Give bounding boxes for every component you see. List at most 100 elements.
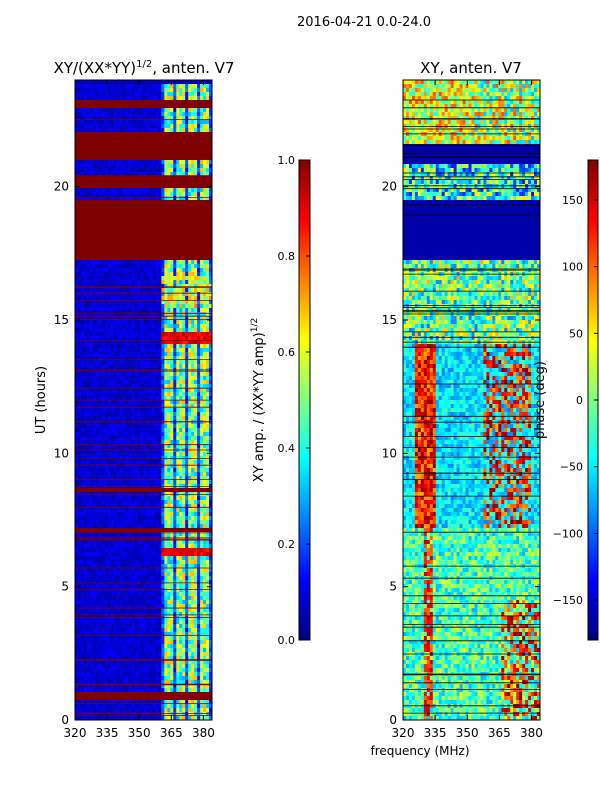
heatmap-cell	[83, 396, 88, 401]
heatmap-cell	[134, 184, 138, 189]
heatmap-cell	[137, 204, 141, 209]
heatmap-cell	[167, 324, 171, 329]
heatmap-cell	[185, 412, 189, 417]
heatmap-cell	[107, 192, 112, 197]
heatmap-cell	[125, 100, 130, 105]
heatmap-cell	[155, 384, 159, 389]
heatmap-cell	[95, 412, 100, 417]
heatmap-cell	[134, 124, 138, 129]
heatmap-cell	[95, 100, 100, 105]
heatmap-cell	[164, 176, 168, 181]
heatmap-cell	[77, 320, 82, 325]
heatmap-cell	[173, 252, 177, 257]
heatmap-cell	[128, 100, 132, 105]
heatmap-cell	[101, 116, 106, 121]
heatmap-cell	[161, 404, 165, 409]
heatmap-cell	[167, 480, 171, 485]
heatmap-cell	[203, 332, 207, 337]
heatmap-cell	[104, 304, 109, 309]
heatmap-cell	[161, 360, 165, 365]
heatmap-cell	[140, 428, 144, 433]
heatmap-cell	[149, 256, 153, 261]
heatmap-cell	[98, 280, 103, 285]
heatmap-cell	[170, 416, 174, 421]
heatmap-cell	[125, 272, 130, 277]
heatmap-cell	[104, 100, 109, 105]
heatmap-cell	[86, 128, 91, 133]
heatmap-cell	[179, 320, 183, 325]
heatmap-cell	[131, 220, 135, 225]
heatmap-cell	[164, 396, 168, 401]
heatmap-cell	[203, 424, 207, 429]
heatmap-cell	[89, 352, 94, 357]
heatmap-cell	[75, 204, 79, 209]
heatmap-cell	[122, 268, 127, 273]
heatmap-cell	[104, 508, 109, 513]
heatmap-cell	[107, 264, 112, 269]
heatmap-cell	[104, 184, 109, 189]
heatmap-cell	[116, 384, 121, 389]
heatmap-cell	[152, 196, 156, 201]
heatmap-cell	[197, 212, 201, 217]
heatmap-cell	[80, 316, 85, 321]
heatmap-cell	[155, 352, 159, 357]
heatmap-cell	[131, 364, 135, 369]
heatmap-cell	[170, 252, 174, 257]
heatmap-cell	[104, 164, 109, 169]
heatmap-cell	[203, 388, 207, 393]
heatmap-cell	[107, 412, 112, 417]
heatmap-cell	[164, 244, 168, 249]
heatmap-cell	[182, 144, 186, 149]
heatmap-cell	[122, 400, 127, 405]
heatmap-cell	[128, 396, 132, 401]
heatmap-cell	[143, 352, 147, 357]
heatmap-cell	[137, 268, 141, 273]
heatmap-cell	[203, 468, 207, 473]
heatmap-cell	[143, 488, 147, 493]
heatmap-cell	[173, 388, 177, 393]
heatmap-cell	[137, 128, 141, 133]
heatmap-cell	[122, 112, 127, 117]
heatmap-cell	[197, 324, 201, 329]
heatmap-cell	[155, 160, 159, 165]
heatmap-cell	[200, 296, 204, 301]
heatmap-cell	[161, 128, 165, 133]
heatmap-cell	[161, 460, 165, 465]
heatmap-cell	[128, 472, 132, 477]
heatmap-cell	[128, 104, 132, 109]
heatmap-cell	[137, 356, 141, 361]
heatmap-cell	[155, 504, 159, 509]
heatmap-cell	[170, 208, 174, 213]
heatmap-cell	[173, 316, 177, 321]
heatmap-cell	[125, 84, 130, 89]
heatmap-cell	[119, 144, 124, 149]
heatmap-cell	[164, 188, 168, 193]
heatmap-cell	[101, 276, 106, 281]
heatmap-cell	[182, 84, 186, 89]
heatmap-cell	[137, 88, 141, 93]
heatmap-cell	[86, 200, 91, 205]
heatmap-cell	[104, 180, 109, 185]
heatmap-cell	[86, 148, 91, 153]
heatmap-cell	[137, 308, 141, 313]
heatmap-cell	[140, 352, 144, 357]
heatmap-cell	[119, 116, 124, 121]
heatmap-cell	[203, 396, 207, 401]
heatmap-cell	[110, 392, 115, 397]
heatmap-cell	[134, 216, 138, 221]
heatmap-cell	[164, 232, 168, 237]
heatmap-cell	[167, 144, 171, 149]
heatmap-cell	[80, 464, 85, 469]
heatmap-cell	[200, 316, 204, 321]
heatmap-cell	[185, 252, 189, 257]
heatmap-cell	[179, 316, 183, 321]
heatmap-cell	[125, 340, 130, 345]
heatmap-cell	[209, 168, 212, 173]
heatmap-cell	[149, 376, 153, 381]
heatmap-cell	[167, 208, 171, 213]
heatmap-cell	[149, 228, 153, 233]
heatmap-cell	[188, 488, 192, 493]
heatmap-cell	[155, 332, 159, 337]
heatmap-cell	[77, 96, 82, 101]
heatmap-cell	[149, 104, 153, 109]
